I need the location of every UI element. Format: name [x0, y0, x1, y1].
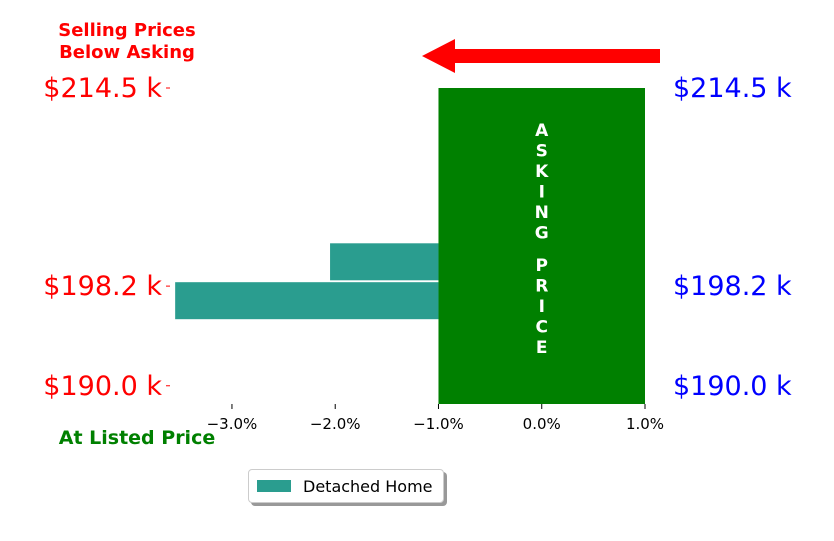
x-tick-label: 1.0% — [626, 415, 664, 433]
asking-price-letter: R — [535, 277, 548, 297]
y-tick-label-right: $190.0 k — [673, 371, 792, 402]
y-tick-label-left: $198.2 k — [43, 271, 162, 302]
x-tick-label: −1.0% — [413, 415, 464, 433]
asking-price-letter: A — [535, 121, 549, 141]
asking-price-letter: C — [535, 318, 547, 338]
legend-label-detached-home: Detached Home — [303, 476, 433, 496]
y-tick-label-left: $214.5 k — [43, 73, 162, 104]
legend-swatch-detached-home — [257, 480, 291, 492]
x-tick-label: −2.0% — [310, 415, 361, 433]
legend: Detached Home — [248, 469, 444, 503]
x-tick-label: −3.0% — [207, 415, 258, 433]
y-tick-label-right: $214.5 k — [673, 73, 792, 104]
y-tick-label-right: $198.2 k — [673, 271, 792, 302]
bar-detached-home — [330, 243, 439, 281]
asking-price-letter: K — [535, 162, 549, 182]
asking-price-letter: N — [535, 203, 549, 223]
asking-price-letter: P — [536, 256, 548, 276]
below-asking-arrow — [422, 39, 660, 73]
asking-price-letter: G — [535, 224, 549, 244]
asking-price-letter: I — [539, 183, 545, 203]
bar-detached-home — [175, 282, 439, 320]
asking-price-letter: E — [536, 338, 548, 358]
at-listed-price-note: At Listed Price — [58, 427, 216, 449]
below-asking-note: Selling Prices Below Asking — [58, 20, 196, 63]
x-tick-label: 0.0% — [523, 415, 561, 433]
asking-price-letter: S — [536, 142, 548, 162]
y-tick-label-left: $190.0 k — [43, 371, 162, 402]
asking-price-letter: I — [539, 297, 545, 317]
asking-price-band — [438, 88, 645, 404]
